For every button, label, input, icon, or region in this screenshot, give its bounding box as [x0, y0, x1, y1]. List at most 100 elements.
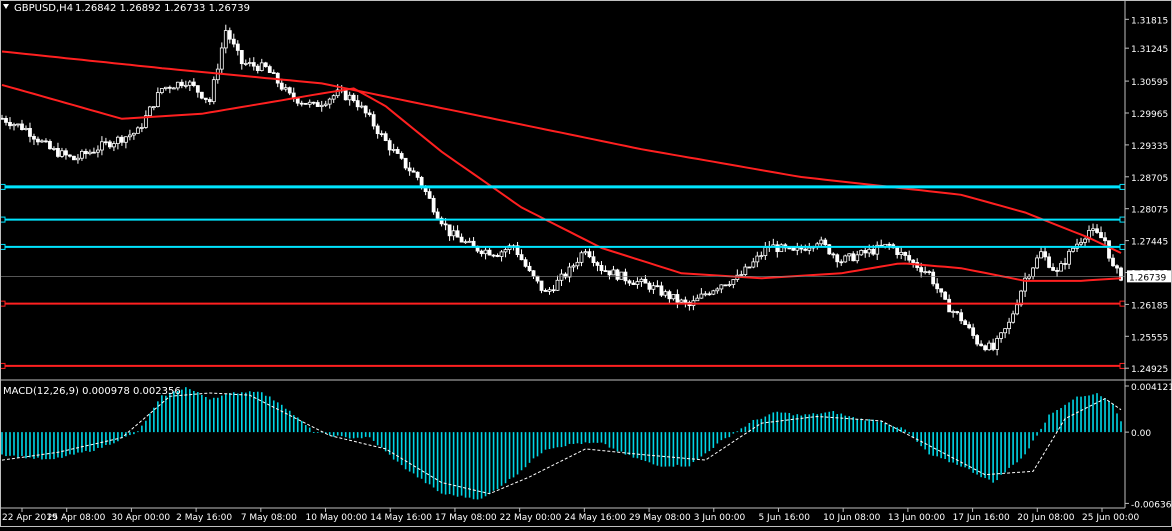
level-handle-left[interactable]	[0, 300, 6, 307]
candle	[1047, 253, 1051, 269]
time-tick-label: 22 Apr 2019	[2, 513, 58, 523]
candle	[1087, 225, 1091, 243]
candle	[835, 253, 840, 268]
dropdown-arrow-icon[interactable]	[3, 4, 9, 9]
candle	[463, 239, 468, 244]
candle	[1035, 254, 1039, 270]
candle	[515, 241, 520, 258]
chart-title: GBPUSD,H4	[14, 3, 73, 14]
candle	[659, 281, 664, 298]
time-tick-label: 25 Apr 08:00	[47, 513, 106, 523]
level-handle-right[interactable]	[1119, 216, 1126, 223]
candle	[403, 157, 408, 171]
candle	[875, 241, 880, 261]
time-tick-label: 2 May 16:00	[176, 513, 232, 523]
candle	[523, 257, 528, 268]
price-tick-label: 1.27445	[1131, 238, 1168, 248]
candle	[651, 282, 656, 294]
time-tick-label: 3 Jun 00:00	[694, 513, 746, 523]
candle	[187, 79, 192, 91]
candle	[299, 100, 304, 107]
level-handle-left[interactable]	[0, 362, 6, 369]
candle	[303, 102, 308, 105]
candle	[407, 162, 412, 176]
candle	[607, 270, 612, 280]
candle	[683, 296, 688, 308]
level-handle-left[interactable]	[0, 183, 6, 190]
level-handle-right[interactable]	[1119, 300, 1126, 307]
candle	[999, 332, 1004, 343]
candle	[611, 265, 616, 276]
candle	[971, 323, 976, 339]
candle	[96, 145, 100, 158]
candle	[323, 100, 328, 108]
candle	[395, 146, 400, 155]
candle	[583, 248, 588, 256]
candle	[647, 281, 652, 293]
candle	[235, 40, 240, 56]
level-handle-right[interactable]	[1119, 183, 1126, 190]
level-handle-right[interactable]	[1119, 243, 1126, 250]
time-tick-label: 17 May 08:00	[435, 513, 497, 523]
candle	[803, 244, 808, 252]
candle	[327, 97, 332, 109]
candle	[60, 147, 64, 158]
candle	[595, 261, 600, 272]
candle	[315, 100, 320, 107]
candle	[483, 246, 488, 260]
candle	[127, 129, 132, 141]
candle	[255, 63, 260, 74]
level-handle-right[interactable]	[1119, 362, 1126, 369]
candle	[1103, 232, 1107, 245]
candle	[88, 149, 92, 156]
candle	[1115, 264, 1119, 274]
time-tick-label: 7 May 08:00	[241, 513, 297, 523]
price-tick-label: 1.29965	[1131, 110, 1168, 120]
candle	[163, 86, 168, 91]
candle	[615, 268, 620, 282]
price-tick-label: 1.29335	[1131, 142, 1168, 152]
candle	[959, 308, 964, 325]
candle	[311, 101, 316, 105]
candle	[159, 88, 164, 95]
candle	[1059, 260, 1063, 272]
candle	[519, 249, 524, 261]
candle	[707, 291, 712, 296]
candle	[963, 319, 968, 326]
candle	[843, 254, 848, 263]
time-tick-label: 22 May 00:00	[500, 513, 562, 523]
candle	[487, 248, 492, 256]
candle	[1055, 267, 1059, 277]
time-tick-label: 14 May 16:00	[370, 513, 432, 523]
level-handle-left[interactable]	[0, 216, 6, 223]
candle	[123, 136, 128, 149]
candle	[903, 251, 908, 261]
candle	[427, 188, 432, 199]
candle	[359, 101, 364, 109]
candle	[923, 266, 928, 275]
candle	[431, 195, 436, 215]
candle	[839, 259, 844, 266]
candle	[203, 97, 208, 104]
candle	[579, 250, 584, 267]
macd-tick-label: 0.00	[1131, 429, 1151, 439]
candle	[227, 27, 232, 44]
candle	[167, 85, 172, 94]
candle	[731, 279, 736, 289]
candle	[399, 151, 404, 160]
candle	[76, 154, 80, 164]
candle	[391, 143, 396, 153]
candle	[251, 57, 256, 71]
candle	[108, 139, 112, 150]
candle	[219, 42, 224, 74]
price-tick-label: 1.28705	[1131, 174, 1168, 184]
level-handle-left[interactable]	[0, 243, 6, 250]
candle	[1023, 272, 1027, 297]
candle	[80, 149, 84, 161]
candle	[907, 250, 912, 263]
price-tick-label: 1.24925	[1131, 365, 1168, 375]
candle	[32, 133, 36, 145]
candle	[939, 288, 944, 298]
